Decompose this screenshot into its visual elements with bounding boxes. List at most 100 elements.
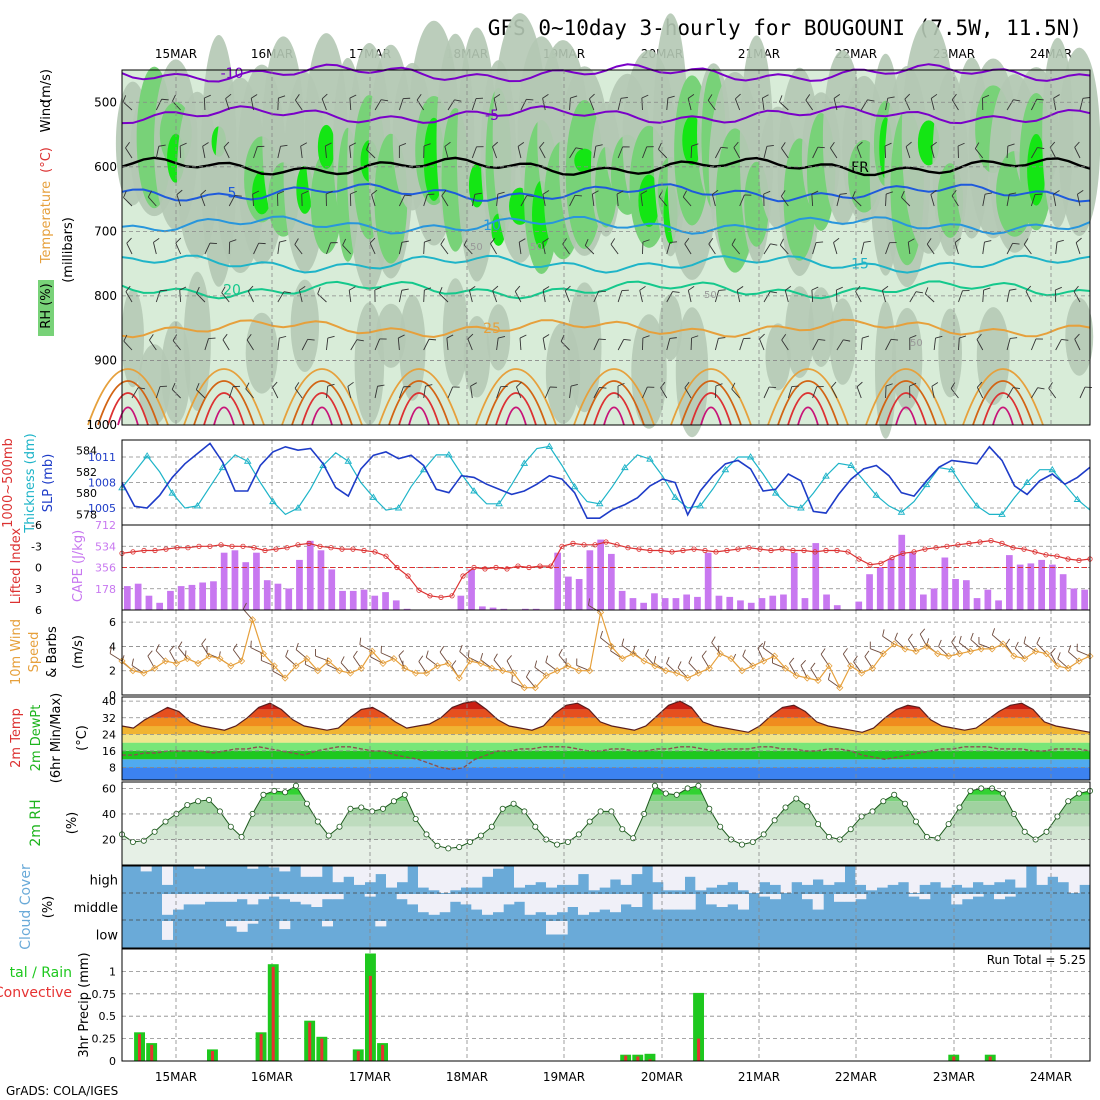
wind-speed-marker	[292, 662, 300, 670]
rh-marker	[749, 839, 756, 846]
wind-barb	[228, 195, 236, 207]
wind-barb	[787, 386, 793, 399]
pressure-tick-label: 900	[94, 353, 117, 367]
wind-barb-flag	[299, 285, 306, 291]
thickness-marker	[269, 497, 277, 505]
bottom-date-label: 22MAR	[835, 1070, 877, 1084]
wind-barb-flag	[492, 285, 499, 292]
cape-bar	[661, 598, 669, 610]
rh-marker	[271, 787, 278, 794]
rh-bright-region	[638, 174, 660, 227]
wind-barb-flag	[718, 289, 726, 291]
temperature-contour	[121, 63, 1091, 83]
rh-marker	[412, 816, 419, 823]
wind-barb-flag	[294, 238, 299, 245]
cloud-clear-cell	[236, 894, 248, 900]
wind-barb-flag	[958, 635, 962, 643]
wind-barb	[641, 97, 643, 111]
cape-bar	[1070, 588, 1078, 610]
wind-barb-flag	[839, 193, 847, 195]
cloud-clear-cell	[194, 894, 205, 905]
cape-bar	[522, 608, 529, 610]
cape-bar	[694, 596, 701, 610]
wind-barb	[974, 148, 984, 159]
wind-speed-marker	[684, 674, 692, 682]
wind-barb-flag	[642, 335, 650, 339]
temperature-contour-label: -5	[485, 108, 499, 124]
wind-barb	[176, 194, 182, 207]
wind-barb-flag	[161, 98, 169, 101]
rh-marker	[1065, 798, 1072, 805]
wind-barb	[763, 386, 770, 399]
wind-barb-flag	[147, 650, 153, 657]
wind-barb	[246, 339, 254, 351]
wind-barb-flag	[784, 285, 792, 291]
wind-barb-flag	[842, 648, 848, 655]
wind-barb-flag	[350, 190, 357, 195]
wind-barb-flag	[1012, 242, 1020, 245]
wind-barb-flag	[247, 285, 254, 292]
cloud-clear-cell	[1036, 866, 1048, 885]
wind-barb-flag	[909, 382, 917, 387]
thickness-marker	[243, 457, 252, 464]
cloud-clear-cell	[994, 866, 1005, 883]
rh-marker	[554, 841, 561, 848]
cloud-clear-cell	[812, 866, 824, 880]
wind-barb-flag	[1061, 338, 1069, 341]
rh-marker	[488, 823, 495, 830]
rh-marker	[826, 833, 833, 840]
cloud-clear-cell	[738, 866, 749, 891]
cape-bar	[285, 588, 293, 610]
cape-bar	[500, 608, 508, 610]
wind-barb-flag	[885, 383, 893, 387]
wind-barb	[397, 338, 400, 351]
wind-speed-marker	[248, 616, 257, 624]
lifted-index-marker	[1032, 549, 1038, 555]
wind-barb	[539, 147, 546, 159]
rh-bright-region	[317, 124, 335, 169]
cape-bar	[683, 594, 690, 610]
cloud-clear-cell	[546, 921, 557, 935]
wind-speed-marker	[618, 655, 626, 663]
wind-barb	[516, 386, 522, 399]
wind-barb	[245, 388, 254, 399]
rh-low-level-region	[567, 282, 602, 413]
wind-speed-marker	[1010, 652, 1018, 660]
cloud-clear-cell	[204, 894, 216, 902]
wind-barb-flag	[1013, 99, 1021, 102]
wind-barb-flag	[1053, 94, 1060, 99]
wind-speed-marker	[662, 667, 670, 675]
wind-barb-flag	[123, 190, 127, 198]
cloud-clear-cell	[972, 866, 984, 883]
wind-barb	[759, 338, 765, 351]
wind-barb-flag	[666, 656, 670, 664]
thickness-marker	[193, 502, 202, 509]
cape-bar	[618, 590, 626, 610]
wind-barb	[398, 98, 404, 111]
temperature-band	[122, 726, 1090, 735]
surface-temperature-contour	[203, 392, 245, 426]
precip-convective-bar	[138, 1034, 141, 1061]
wind-barb	[593, 290, 600, 303]
pressure-axis-label: (millibars)	[61, 217, 76, 283]
wind-barb-flag	[780, 190, 786, 197]
wind-barb	[493, 98, 498, 111]
wind-barb-flag	[684, 381, 690, 389]
thickness-marker	[445, 451, 453, 458]
cloud-clear-cell	[919, 866, 931, 885]
wind-barb-flag	[718, 337, 726, 339]
wind-barb-flag	[451, 660, 457, 667]
wind-barb-flag	[887, 96, 895, 99]
cloud-clear-cell	[610, 894, 621, 913]
cloud-clear-cell	[1015, 866, 1027, 888]
wind-barb	[149, 339, 157, 351]
wind-barb-flag	[621, 638, 625, 646]
wind-barb	[836, 194, 841, 207]
lifted-index-marker	[196, 543, 202, 549]
wind-barb	[542, 242, 546, 255]
wind-barb	[153, 242, 157, 255]
temp2m-axis-label: 2m Temp	[9, 708, 24, 768]
rh-low-level-region	[874, 300, 897, 439]
wind-barb-flag	[1057, 652, 1061, 660]
temperature-contour-label: FR	[851, 160, 869, 176]
